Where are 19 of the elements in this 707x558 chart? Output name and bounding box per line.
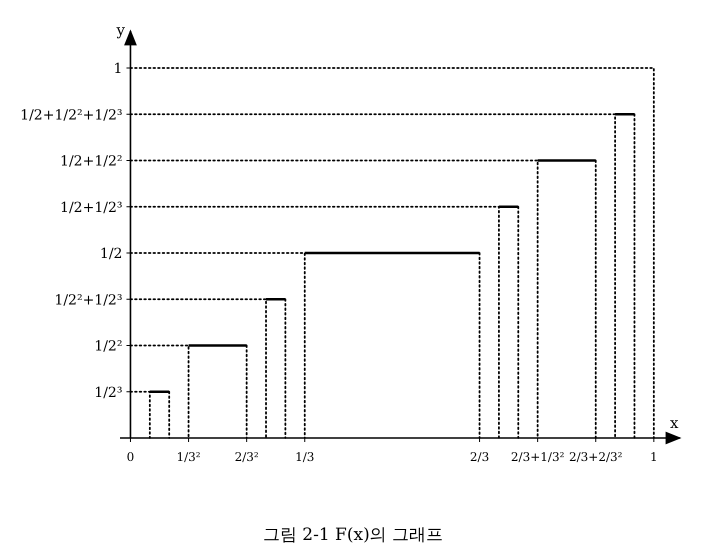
x-tick-label: 1/3 (295, 450, 314, 464)
y-tick-label: 1/2+1/2³ (60, 200, 122, 216)
y-tick-label: 1/2² (94, 338, 122, 354)
y-tick-label: 1/2³ (94, 384, 122, 401)
y-tick-label: 1 (114, 61, 122, 77)
x-tick-label: 2/3² (234, 450, 259, 464)
x-axis-title: x (670, 414, 679, 432)
x-tick-label: 2/3+2/3² (568, 450, 623, 464)
x-tick-label: 2/3 (470, 450, 490, 464)
x-tick-label: 1 (650, 450, 658, 464)
x-tick-label: 2/3+1/3² (510, 450, 565, 464)
y-axis-title: y (115, 21, 126, 39)
text: 그림 2-1 F(x)의 그래프 (262, 525, 444, 545)
x-tick-label: 1/3² (176, 450, 201, 464)
y-tick-label: 1/2+1/2² (60, 154, 122, 170)
y-tick-label: 1/2²+1/2³ (54, 292, 122, 308)
x-tick-label: 0 (126, 450, 134, 464)
y-tick-label: 1/2 (100, 246, 122, 262)
y-tick-label: 1/2+1/2²+1/2³ (20, 107, 122, 124)
